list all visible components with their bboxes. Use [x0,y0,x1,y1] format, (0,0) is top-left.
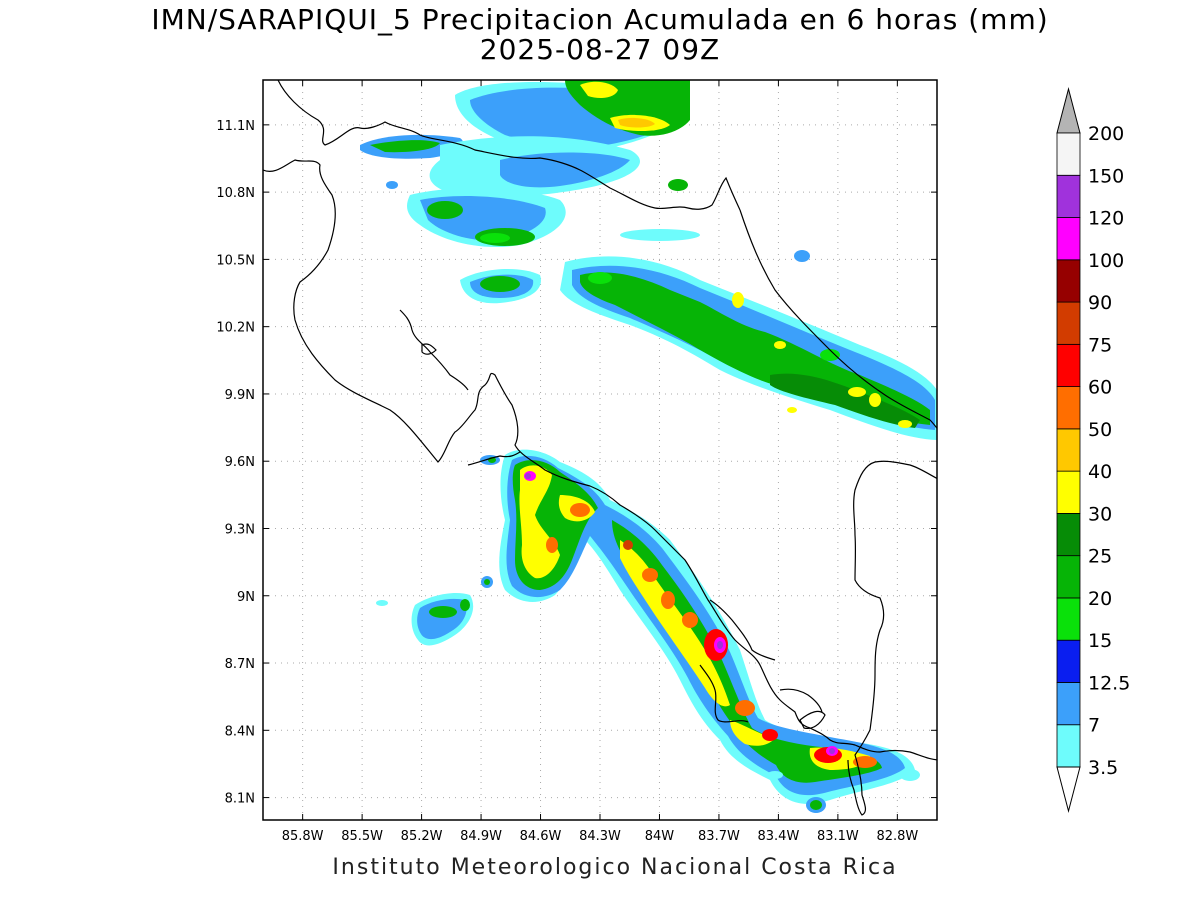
lon-tick-label: 84.9W [460,829,502,844]
colorbar-cap-top [1056,87,1081,134]
map-subtitle: 2025-08-27 09Z [479,33,721,66]
lon-tick-label: 84W [645,829,675,844]
lat-tick-label: 9N [237,590,255,605]
colorbar-swatch [1056,174,1081,218]
lat-tick-label: 10.8N [216,186,255,201]
rain-band-caribbean [560,256,937,440]
colorbar-swatch [1056,217,1081,261]
footer-credit: Instituto Meteorologico Nacional Costa R… [332,855,898,880]
longitude-tick-labels: 85.8W 85.5W 85.2W 84.9W 84.6W 84.3W 84W 83.7W 83… [282,829,919,844]
colorbar-cap-bottom [1056,766,1081,813]
lon-tick-label: 85.8W [282,829,324,844]
lat-tick-label: 8.1N [225,792,255,807]
colorbar-level-label: 20 [1088,588,1112,610]
lat-tick-label: 9.9N [225,388,255,403]
lon-tick-label: 84.3W [579,829,621,844]
lat-tick-label: 10.5N [216,253,255,268]
lon-tick-label: 84.6W [520,829,562,844]
lat-tick-label: 8.7N [225,657,255,672]
lon-tick-label: 85.5W [341,829,383,844]
colorbar-swatch [1056,513,1081,557]
colorbar-swatch [1056,597,1081,641]
precipitation-field [360,80,937,813]
lon-tick-label: 82.8W [876,829,918,844]
lat-tick-label: 9.6N [225,455,255,470]
colorbar-level-label: 25 [1088,546,1112,568]
colorbar-swatch [1056,724,1081,768]
colorbar-level-label: 12.5 [1088,672,1130,694]
colorbar-level-label: 30 [1088,503,1112,525]
colorbar-level-label: 75 [1088,334,1112,356]
colorbar-level-label: 150 [1088,165,1124,187]
colorbar-level-label: 50 [1088,419,1112,441]
latitude-tick-labels: 8.1N 8.4N 8.7N 9N 9.3N 9.6N 9.9N 10.2N 10.5N 10.8… [216,119,255,807]
colorbar-swatch [1056,428,1081,472]
lat-tick-label: 10.2N [216,321,255,336]
colorbar-level-label: 3.5 [1088,757,1118,779]
colorbar-level-label: 90 [1088,292,1112,314]
colorbar-swatch [1056,132,1081,176]
colorbar-level-label: 200 [1088,123,1124,145]
colorbar-swatch [1056,343,1081,388]
colorbar-level-label: 100 [1088,250,1124,272]
lat-tick-label: 8.4N [225,724,255,739]
grid-lines [263,80,937,820]
coastlines [263,80,937,816]
colorbar-swatch [1056,682,1081,726]
colorbar-swatch [1056,301,1081,345]
lon-tick-label: 83.7W [698,829,740,844]
lon-tick-label: 83.4W [758,829,800,844]
colorbar: 3.5 7 12.5 15 20 25 30 40 50 60 75 90 100 120 150 200 [1056,87,1130,813]
lon-tick-label: 83.1W [817,829,859,844]
lon-tick-label: 85.2W [401,829,443,844]
colorbar-level-label: 60 [1088,377,1112,399]
lat-tick-label: 11.1N [216,119,255,134]
colorbar-swatch [1056,555,1081,599]
colorbar-level-label: 7 [1088,715,1100,737]
map-title: IMN/SARAPIQUI_5 Precipitacion Acumulada … [151,3,1049,36]
colorbar-level-label: 15 [1088,630,1112,652]
rain-band-north [360,80,810,304]
rain-band-south [376,449,920,813]
colorbar-swatch [1056,639,1081,683]
colorbar-swatch [1056,259,1081,303]
colorbar-swatch [1056,386,1081,430]
colorbar-level-label: 40 [1088,461,1112,483]
colorbar-level-label: 120 [1088,208,1124,230]
map-frame [262,79,938,821]
colorbar-swatch [1056,470,1081,514]
lat-tick-label: 9.3N [225,522,255,537]
